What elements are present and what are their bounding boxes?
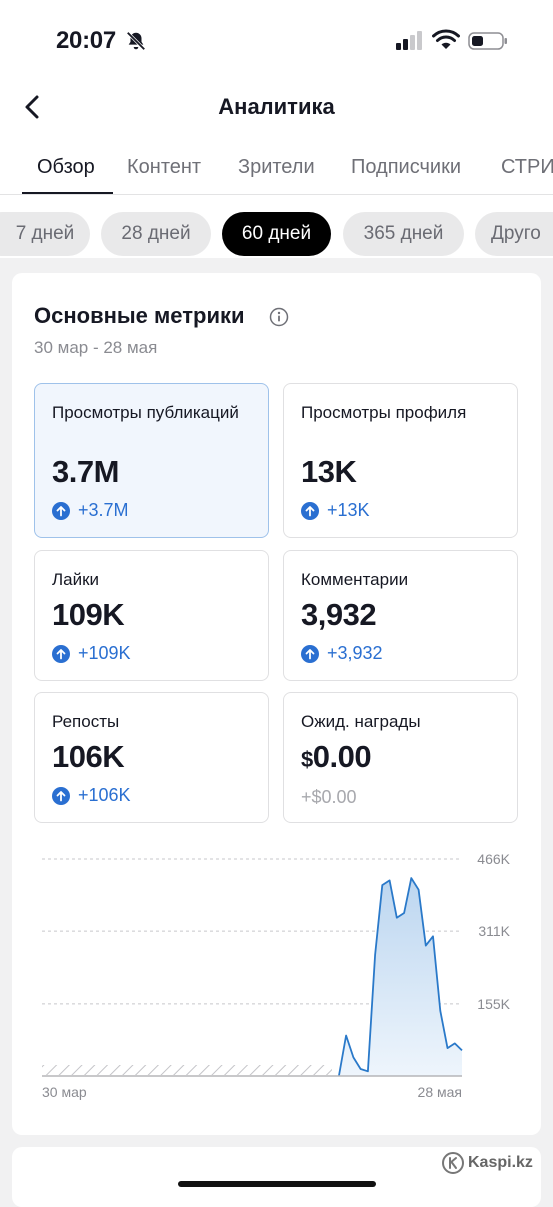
page-title: Аналитика [218, 94, 335, 119]
period-7-days[interactable]: 7 дней [0, 212, 90, 256]
period-60-days[interactable]: 60 дней [222, 212, 331, 256]
y-tick-label: 155K [477, 996, 510, 1012]
metric-value: $0.00 [301, 739, 372, 774]
metric-label: Ожид. награды [301, 712, 421, 731]
currency-symbol: $ [301, 747, 313, 772]
section-title: Основные метрики [34, 303, 245, 328]
tab-live[interactable]: СТРИ [501, 156, 553, 178]
metric-card-shares[interactable]: Репосты 106K +106K [34, 692, 269, 823]
wifi-icon [432, 29, 460, 49]
x-tick-label: 30 мар [42, 1084, 87, 1100]
metric-change: +3.7M [52, 500, 129, 521]
tab-overview[interactable]: Обзор [37, 156, 95, 178]
metric-label: Просмотры профиля [301, 403, 467, 422]
home-indicator [178, 1181, 376, 1187]
metric-label: Просмотры публикаций [52, 403, 239, 422]
metric-label: Лайки [52, 570, 100, 589]
status-time: 20:07 [56, 27, 116, 54]
tab-content[interactable]: Контент [127, 156, 202, 178]
metric-change: +3,932 [301, 643, 383, 664]
metric-card-est-rewards[interactable]: Ожид. награды $0.00 +$0.00 [283, 692, 518, 823]
next-card [12, 1147, 541, 1207]
metric-label: Репосты [52, 712, 120, 731]
metric-card-comments[interactable]: Комментарии 3,932 +3,932 [283, 550, 518, 681]
metric-change: +109K [52, 643, 131, 664]
arrow-up-circle-icon [301, 644, 319, 663]
kaspi-logo-icon [442, 1152, 464, 1174]
tab-bar: Обзор Контент Зрители Подписчики СТРИ [0, 152, 553, 195]
metric-value: 3.7M [52, 454, 119, 489]
battery-icon [468, 32, 507, 50]
period-365-days[interactable]: 365 дней [343, 212, 464, 256]
arrow-up-circle-icon [301, 501, 319, 520]
period-other[interactable]: Друго [475, 212, 553, 256]
arrow-up-circle-icon [52, 501, 70, 520]
period-28-days[interactable]: 28 дней [101, 212, 211, 256]
bell-muted-icon [126, 31, 146, 51]
metric-card-likes[interactable]: Лайки 109K +109K [34, 550, 269, 681]
metric-change: +$0.00 [301, 787, 357, 807]
series-area [338, 878, 462, 1076]
x-tick-label: 28 мая [418, 1084, 462, 1100]
active-tab-indicator [22, 192, 113, 194]
metric-card-profile-views[interactable]: Просмотры профиля 13K +13K [283, 383, 518, 538]
metric-label: Комментарии [301, 570, 409, 589]
back-arrow-icon[interactable] [18, 92, 48, 122]
tab-viewers[interactable]: Зрители [238, 156, 315, 178]
date-range: 30 мар - 28 мая [34, 338, 158, 357]
signal-icon [396, 31, 422, 50]
y-tick-label: 311K [478, 923, 510, 939]
arrow-up-circle-icon [52, 786, 70, 805]
info-icon[interactable] [269, 307, 289, 327]
arrow-up-circle-icon [52, 644, 70, 663]
tab-followers[interactable]: Подписчики [351, 156, 462, 178]
y-tick-label: 466K [477, 851, 510, 867]
series-line [338, 877, 463, 1077]
views-chart: 466K 311K 155K 30 мар 28 мая [42, 851, 511, 1100]
metric-value: 106K [52, 739, 125, 774]
metric-value: 3,932 [301, 597, 377, 632]
watermark: Kaspi.kz [442, 1152, 533, 1174]
metric-value: 109K [52, 597, 125, 632]
metric-card-post-views[interactable]: Просмотры публикаций 3.7M +3.7M [34, 383, 269, 538]
metric-change: +106K [52, 785, 131, 806]
metric-change: +13K [301, 500, 370, 521]
metric-value: 13K [301, 454, 357, 489]
no-data-hatch [42, 1065, 332, 1075]
